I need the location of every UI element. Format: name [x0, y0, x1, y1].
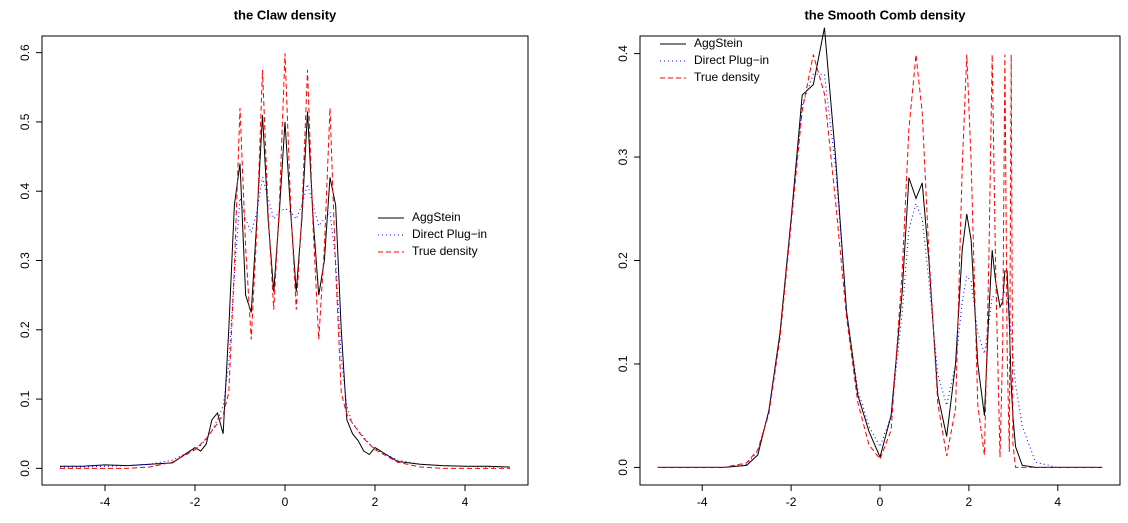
x-tick-label: 0: [282, 495, 289, 509]
series-line: [60, 53, 510, 469]
x-tick-label: -2: [786, 495, 797, 509]
series-line: [657, 54, 1103, 468]
series-line: [60, 177, 510, 468]
y-tick-label: 0.4: [616, 45, 630, 62]
x-tick-label: 2: [966, 495, 973, 509]
y-tick-label: 0.1: [18, 390, 32, 407]
series-line: [60, 111, 511, 468]
y-tick-label: 0.2: [18, 321, 32, 338]
y-tick-label: 0.6: [18, 44, 32, 61]
y-tick-label: 0.0: [616, 459, 630, 476]
legend-label: Direct Plug−in: [412, 227, 487, 241]
x-tick-label: -2: [190, 495, 201, 509]
x-tick-label: 4: [462, 495, 469, 509]
legend-label: AggStein: [412, 210, 461, 224]
series-line: [657, 73, 1103, 468]
chart-title: the Claw density: [234, 7, 337, 22]
legend-label: Direct Plug−in: [694, 53, 769, 67]
x-tick-label: -4: [697, 495, 708, 509]
legend-label: True density: [412, 244, 478, 258]
y-tick-label: 0.5: [18, 113, 32, 130]
y-tick-label: 0.1: [616, 355, 630, 372]
series-line: [657, 27, 1103, 468]
plot-box: [41, 35, 529, 486]
chart-title: the Smooth Comb density: [804, 7, 966, 22]
x-tick-label: 0: [877, 495, 884, 509]
x-tick-label: 4: [1054, 495, 1061, 509]
y-tick-label: 0.0: [18, 460, 32, 477]
x-tick-label: 2: [372, 495, 379, 509]
legend-label: True density: [694, 70, 760, 84]
x-tick-label: -4: [100, 495, 111, 509]
y-tick-label: 0.4: [18, 183, 32, 200]
plot-box: [639, 35, 1121, 486]
legend-label: AggStein: [694, 36, 743, 50]
y-tick-label: 0.3: [18, 252, 32, 269]
y-tick-label: 0.2: [616, 252, 630, 269]
y-tick-label: 0.3: [616, 148, 630, 165]
